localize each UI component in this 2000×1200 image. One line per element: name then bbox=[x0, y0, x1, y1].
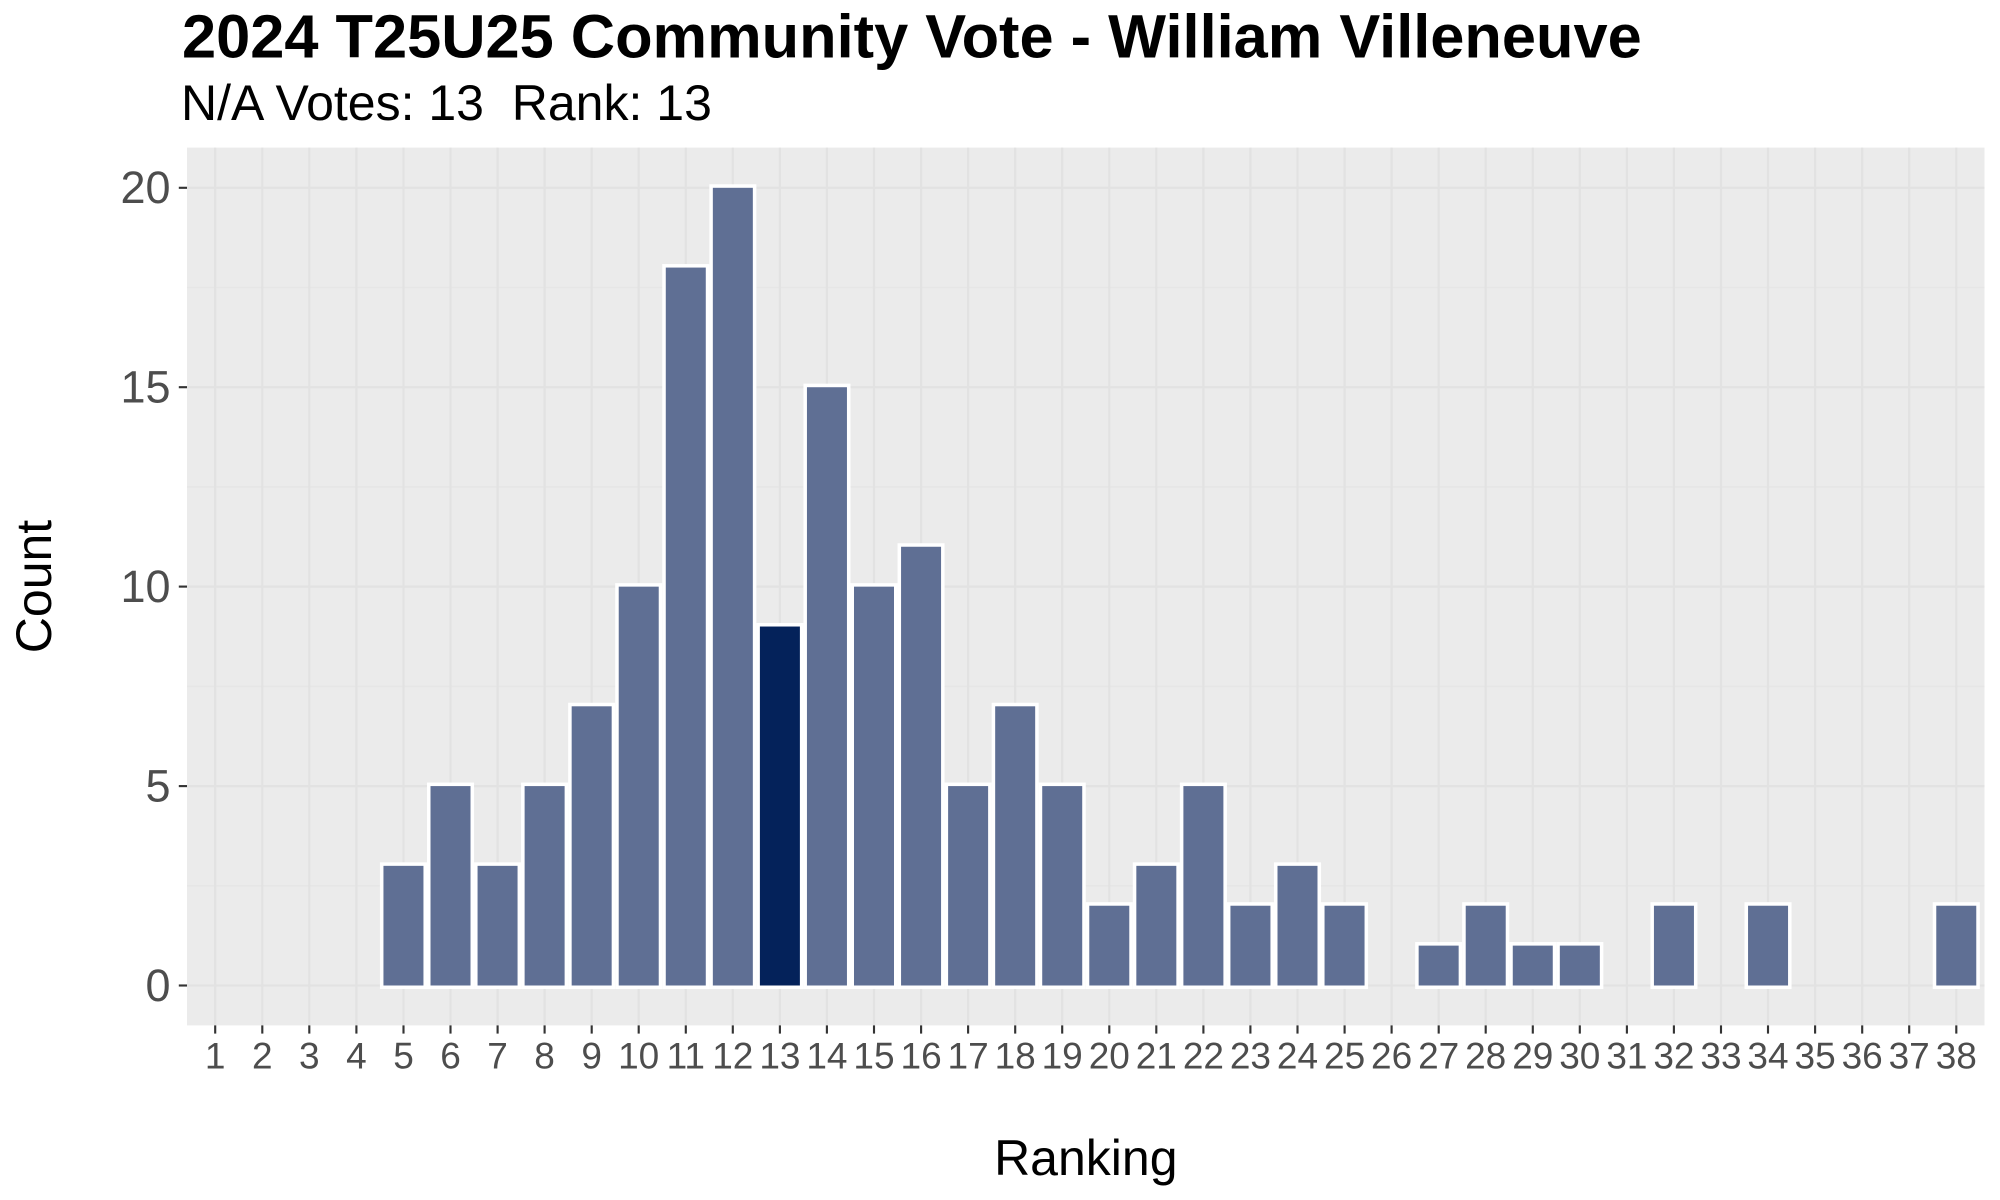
svg-text:37: 37 bbox=[1889, 1036, 1930, 1077]
svg-text:N/A Votes: 13 Rank: 13: N/A Votes: 13 Rank: 13 bbox=[181, 75, 712, 131]
svg-text:19: 19 bbox=[1042, 1036, 1083, 1077]
svg-text:15: 15 bbox=[853, 1036, 894, 1077]
svg-text:20: 20 bbox=[120, 162, 170, 213]
svg-text:16: 16 bbox=[901, 1036, 942, 1077]
svg-text:21: 21 bbox=[1136, 1036, 1177, 1077]
svg-text:25: 25 bbox=[1324, 1036, 1365, 1077]
svg-text:5: 5 bbox=[393, 1036, 414, 1077]
svg-text:10: 10 bbox=[120, 561, 170, 612]
svg-text:35: 35 bbox=[1795, 1036, 1836, 1077]
svg-text:22: 22 bbox=[1183, 1036, 1224, 1077]
svg-text:9: 9 bbox=[581, 1036, 602, 1077]
svg-text:36: 36 bbox=[1842, 1036, 1883, 1077]
svg-text:29: 29 bbox=[1512, 1036, 1553, 1077]
svg-text:33: 33 bbox=[1700, 1036, 1741, 1077]
svg-text:1: 1 bbox=[205, 1036, 226, 1077]
svg-text:8: 8 bbox=[534, 1036, 555, 1077]
svg-text:Count: Count bbox=[6, 520, 62, 654]
svg-text:2: 2 bbox=[252, 1036, 273, 1077]
svg-text:20: 20 bbox=[1089, 1036, 1130, 1077]
svg-text:24: 24 bbox=[1277, 1036, 1318, 1077]
svg-text:15: 15 bbox=[120, 362, 170, 413]
svg-text:28: 28 bbox=[1465, 1036, 1506, 1077]
svg-text:23: 23 bbox=[1230, 1036, 1271, 1077]
svg-text:5: 5 bbox=[145, 761, 170, 812]
svg-text:32: 32 bbox=[1653, 1036, 1694, 1077]
svg-text:3: 3 bbox=[299, 1036, 320, 1077]
svg-text:Ranking: Ranking bbox=[994, 1130, 1177, 1186]
svg-text:13: 13 bbox=[759, 1036, 800, 1077]
svg-text:17: 17 bbox=[948, 1036, 989, 1077]
svg-text:2024 T25U25 Community Vote - W: 2024 T25U25 Community Vote - William Vil… bbox=[182, 3, 1642, 72]
svg-text:12: 12 bbox=[712, 1036, 753, 1077]
svg-text:27: 27 bbox=[1418, 1036, 1459, 1077]
svg-text:11: 11 bbox=[667, 1036, 705, 1077]
svg-text:26: 26 bbox=[1371, 1036, 1412, 1077]
svg-text:34: 34 bbox=[1747, 1036, 1788, 1077]
svg-text:10: 10 bbox=[618, 1036, 659, 1077]
svg-text:38: 38 bbox=[1936, 1036, 1977, 1077]
svg-text:4: 4 bbox=[346, 1036, 367, 1077]
svg-text:30: 30 bbox=[1559, 1036, 1600, 1077]
svg-text:0: 0 bbox=[145, 960, 170, 1011]
svg-text:6: 6 bbox=[440, 1036, 461, 1077]
svg-text:7: 7 bbox=[487, 1036, 508, 1077]
svg-text:14: 14 bbox=[806, 1036, 847, 1077]
svg-text:31: 31 bbox=[1606, 1036, 1647, 1077]
svg-text:18: 18 bbox=[995, 1036, 1036, 1077]
